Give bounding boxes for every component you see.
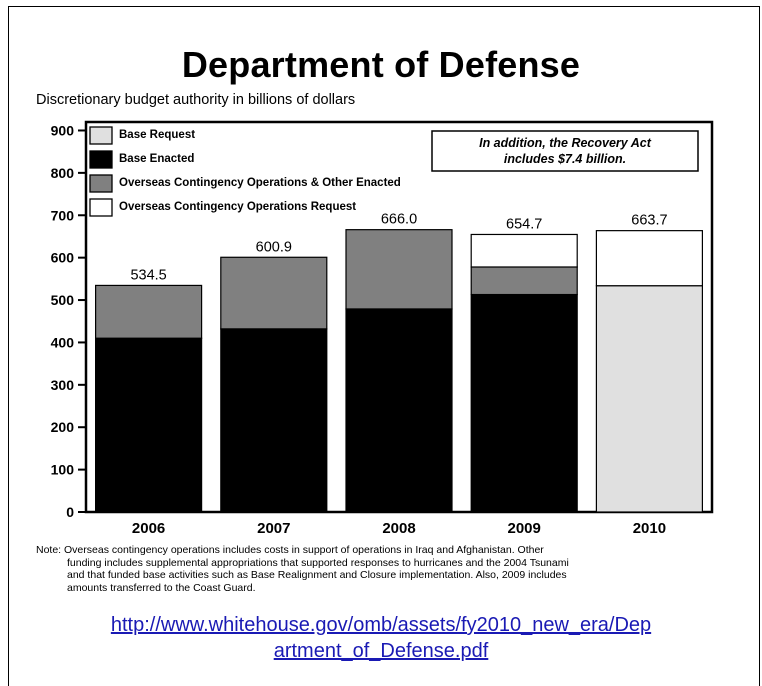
bar-segment <box>220 256 328 330</box>
bar-segment <box>220 328 328 513</box>
bar-segment <box>94 284 203 339</box>
footnote-line-4: amounts transferred to the Coast Guard. <box>67 581 256 594</box>
x-tick-label: 2006 <box>132 520 165 537</box>
y-tick-label: 0 <box>66 504 74 520</box>
bar-segment <box>595 285 704 513</box>
slide-frame <box>8 6 760 686</box>
footnote-line-3: and that funded base activities such as … <box>67 569 567 582</box>
source-link-line-1[interactable]: http://www.whitehouse.gov/omb/assets/fy2… <box>110 614 652 636</box>
y-tick-label: 400 <box>51 334 75 350</box>
x-tick-label: 2010 <box>633 520 666 537</box>
source-link-line-2[interactable]: artment_of_Defense.pdf <box>273 640 489 662</box>
legend-swatch <box>89 174 113 193</box>
bar-total-label: 534.5 <box>130 267 166 283</box>
legend-swatch <box>89 126 113 145</box>
legend-label: Overseas Contingency Operations Request <box>119 201 356 213</box>
legend-label: Base Request <box>119 129 195 141</box>
legend-swatch <box>89 150 113 169</box>
footnote-line-1: Note: Overseas contingency operations in… <box>36 544 544 556</box>
chart-subtitle: Discretionary budget authority in billio… <box>36 92 356 108</box>
stacked-bar-chart: 0 100 200 300 400 500 600 700 800 900 534.5 2006 600… <box>51 120 714 537</box>
legend-label: Base Enacted <box>119 153 194 165</box>
annotation-line-2: includes $7.4 billion. <box>504 152 626 166</box>
annotation-box <box>431 130 699 172</box>
footnote-line-2: funding includes supplemental appropriat… <box>67 556 569 569</box>
y-tick-label: 800 <box>51 165 75 181</box>
y-tick-label: 900 <box>51 122 75 138</box>
source-link[interactable]: http://www.whitehouse.gov/omb/assets/fy2… <box>0 612 762 664</box>
y-tick-label: 500 <box>51 292 75 308</box>
bar-total-label: 600.9 <box>256 239 292 255</box>
x-tick-label: 2008 <box>382 520 415 537</box>
y-tick-label: 100 <box>51 462 75 478</box>
bar-segment <box>595 230 704 287</box>
page-title: Department of Defense <box>181 44 581 85</box>
legend-label: Overseas Contingency Operations & Other … <box>119 177 401 189</box>
bar-segment <box>94 337 203 513</box>
legend-swatch <box>89 198 113 217</box>
bar-segment <box>470 266 578 296</box>
bar-segment <box>470 293 578 513</box>
annotation-line-1: In addition, the Recovery Act <box>479 136 652 150</box>
y-tick-label: 600 <box>51 250 75 266</box>
bar-segment <box>345 308 453 513</box>
bar-total-label: 666.0 <box>381 212 417 228</box>
y-tick-label: 700 <box>51 207 75 223</box>
x-tick-label: 2009 <box>508 520 541 537</box>
x-tick-label: 2007 <box>257 520 290 537</box>
bar-total-label: 663.7 <box>631 213 667 229</box>
bar-segment <box>345 229 453 310</box>
y-tick-label: 300 <box>51 377 75 393</box>
footnote: Note: Overseas contingency operations in… <box>36 544 736 594</box>
bar-segment <box>470 233 578 268</box>
y-tick-label: 200 <box>51 419 75 435</box>
bar-total-label: 654.7 <box>506 216 542 232</box>
